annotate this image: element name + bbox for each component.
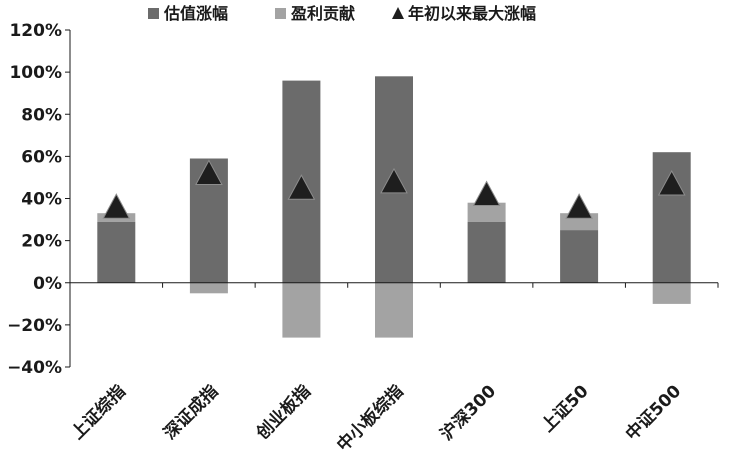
x-tick-label-3: 中小板综指 (333, 381, 408, 456)
bar-0-series-0 (97, 221, 136, 283)
y-tick-label-6: 80% (21, 105, 62, 125)
legend-label-2: 年初以来最大涨幅 (408, 4, 536, 23)
y-tick-label-2: 0% (33, 274, 62, 294)
marker-2-series-2 (287, 174, 316, 200)
bar-6-series-1 (652, 282, 691, 304)
x-tick-label-0: 上证综指 (67, 381, 130, 444)
legend-swatch-2 (392, 7, 404, 19)
marker-3-series-2 (380, 167, 408, 194)
legend-label-1: 盈利贡献 (290, 4, 355, 23)
y-tick-label-7: 100% (9, 63, 62, 83)
marker-6-series-2 (657, 169, 686, 196)
x-tick-label-2: 创业板指 (251, 381, 315, 445)
y-tick-label-0: −40% (7, 358, 62, 378)
y-tick-label-1: −20% (7, 316, 62, 336)
legend: 估值涨幅 盈利贡献 年初以来最大涨幅 (148, 4, 536, 23)
legend-swatch-1 (275, 8, 286, 19)
y-tick-label-3: 20% (21, 232, 62, 252)
legend-swatch-0 (148, 8, 159, 19)
y-tick-label-4: 40% (21, 190, 62, 210)
marker-0-series-2 (102, 193, 131, 219)
x-tick-label-5: 上证50 (538, 381, 593, 436)
bar-1-series-1 (189, 282, 228, 294)
y-tick-label-5: 60% (21, 147, 62, 167)
legend-label-0: 估值涨幅 (163, 4, 228, 23)
x-tick-label-4: 沪深300 (436, 381, 500, 445)
bar-2-series-1 (282, 282, 321, 338)
marker-5-series-2 (565, 193, 593, 219)
x-tick-label-1: 深证成指 (159, 381, 222, 444)
x-tick-label-6: 中证500 (621, 381, 685, 445)
bar-3-series-1 (375, 282, 413, 338)
marker-1-series-2 (195, 159, 223, 185)
y-tick-label-8: 120% (9, 21, 62, 41)
marker-4-series-2 (472, 180, 501, 206)
bar-4-series-0 (467, 221, 506, 283)
bars (97, 76, 691, 338)
bar-5-series-0 (560, 230, 599, 283)
markers (102, 159, 686, 219)
bar-4-series-1 (467, 202, 506, 222)
